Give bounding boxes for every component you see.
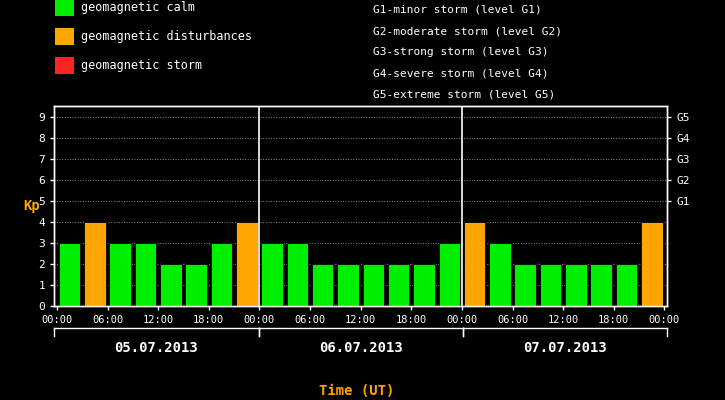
Bar — [135, 243, 157, 306]
Bar — [211, 243, 232, 306]
Text: geomagnetic disturbances: geomagnetic disturbances — [81, 30, 252, 43]
Bar — [109, 243, 131, 306]
Bar — [590, 264, 612, 306]
Text: G1-minor storm (level G1): G1-minor storm (level G1) — [373, 5, 542, 15]
Text: 06.07.2013: 06.07.2013 — [319, 341, 402, 355]
Bar — [337, 264, 359, 306]
Bar — [388, 264, 410, 306]
Bar — [489, 243, 510, 306]
Text: G5-extreme storm (level G5): G5-extreme storm (level G5) — [373, 90, 555, 100]
Bar — [362, 264, 384, 306]
Bar — [312, 264, 334, 306]
Bar — [439, 243, 460, 306]
Bar — [413, 264, 435, 306]
Bar — [616, 264, 637, 306]
Text: geomagnetic calm: geomagnetic calm — [81, 2, 195, 14]
Bar — [540, 264, 561, 306]
Bar — [160, 264, 181, 306]
Bar — [641, 222, 663, 306]
Text: G4-severe storm (level G4): G4-severe storm (level G4) — [373, 69, 549, 78]
Bar — [59, 243, 80, 306]
Text: 05.07.2013: 05.07.2013 — [115, 341, 199, 355]
Y-axis label: Kp: Kp — [23, 199, 40, 213]
Bar — [464, 222, 485, 306]
Bar — [286, 243, 308, 306]
Text: Time (UT): Time (UT) — [319, 384, 394, 398]
Text: 07.07.2013: 07.07.2013 — [523, 341, 607, 355]
Text: geomagnetic storm: geomagnetic storm — [81, 59, 202, 72]
Bar — [236, 222, 257, 306]
Bar — [261, 243, 283, 306]
Bar — [84, 222, 106, 306]
Bar — [565, 264, 587, 306]
Text: G2-moderate storm (level G2): G2-moderate storm (level G2) — [373, 26, 563, 36]
Text: G3-strong storm (level G3): G3-strong storm (level G3) — [373, 47, 549, 57]
Bar — [515, 264, 536, 306]
Bar — [186, 264, 207, 306]
